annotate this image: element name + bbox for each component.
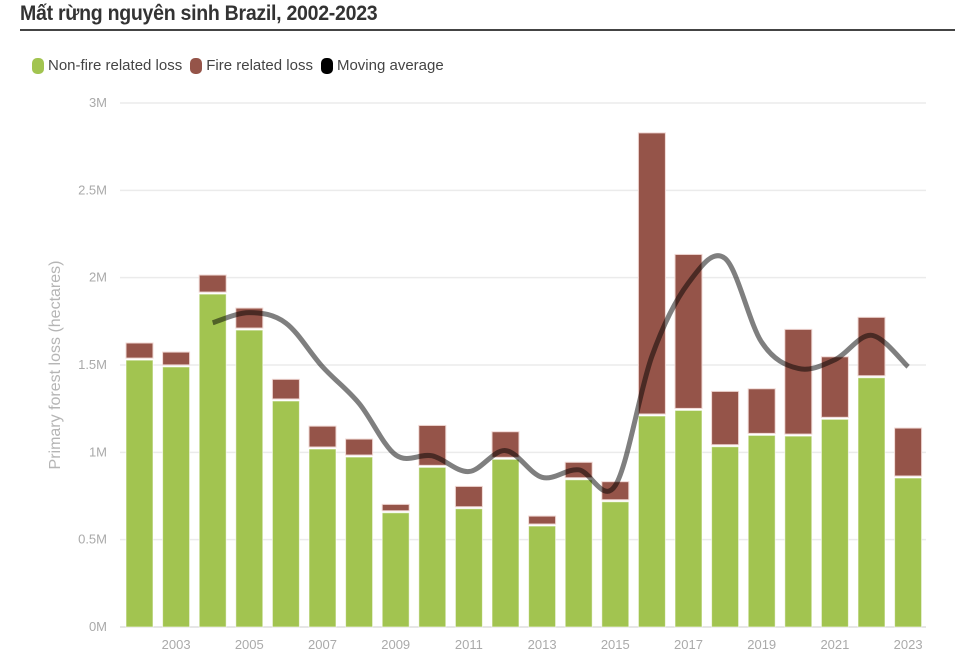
x-tick-label: 2007 (308, 637, 337, 652)
bar-nonfire[interactable] (747, 434, 776, 628)
y-tick-label: 1M (89, 444, 107, 459)
bar-nonfire[interactable] (528, 525, 557, 628)
bar-fire[interactable] (711, 390, 740, 446)
legend-label-fire: Fire related loss (206, 57, 313, 74)
bar-fire[interactable] (747, 388, 776, 434)
bar-nonfire[interactable] (674, 409, 703, 628)
bar-2009[interactable] (381, 503, 410, 628)
bar-nonfire[interactable] (271, 400, 300, 628)
bar-fire[interactable] (857, 316, 886, 377)
bar-nonfire[interactable] (198, 293, 227, 628)
bar-nonfire[interactable] (308, 448, 337, 628)
y-tick-label: 0.5M (78, 532, 107, 547)
legend-item-nonfire[interactable]: Non-fire related loss (32, 57, 182, 74)
bar-2003[interactable] (162, 351, 191, 628)
bar-nonfire[interactable] (345, 456, 374, 628)
bar-fire[interactable] (198, 274, 227, 293)
title-divider (20, 29, 955, 31)
bar-fire[interactable] (674, 253, 703, 409)
bar-fire[interactable] (345, 438, 374, 456)
bar-2013[interactable] (528, 515, 557, 628)
x-tick-label: 2005 (235, 637, 264, 652)
bar-2020[interactable] (784, 328, 813, 628)
bar-2014[interactable] (564, 461, 593, 628)
y-tick-label: 2M (89, 270, 107, 285)
bar-2021[interactable] (820, 356, 849, 628)
bar-2007[interactable] (308, 425, 337, 628)
legend: Non-fire related loss Fire related loss … (32, 57, 452, 74)
bar-fire[interactable] (125, 342, 154, 359)
y-tick-label: 2.5M (78, 182, 107, 197)
bar-2008[interactable] (345, 438, 374, 628)
bar-fire[interactable] (308, 425, 337, 448)
bar-2011[interactable] (454, 485, 483, 628)
bar-nonfire[interactable] (454, 508, 483, 628)
x-tick-label: 2003 (162, 637, 191, 652)
bars (125, 132, 923, 628)
x-tick-label: 2023 (894, 637, 923, 652)
legend-item-fire[interactable]: Fire related loss (190, 57, 313, 74)
bar-2015[interactable] (601, 481, 630, 628)
moving-average-layer (211, 253, 910, 494)
bar-2002[interactable] (125, 342, 154, 628)
bar-nonfire[interactable] (894, 477, 923, 628)
bar-nonfire[interactable] (637, 415, 666, 628)
bar-nonfire[interactable] (784, 435, 813, 628)
bar-2023[interactable] (894, 427, 923, 628)
x-tick-label: 2011 (455, 637, 483, 652)
bar-2019[interactable] (747, 388, 776, 628)
x-tick-label: 2013 (528, 637, 557, 652)
bar-fire[interactable] (381, 503, 410, 512)
bar-nonfire[interactable] (381, 512, 410, 628)
bar-fire[interactable] (820, 356, 849, 418)
bar-nonfire[interactable] (418, 466, 447, 628)
bar-fire[interactable] (528, 515, 557, 525)
chart-title: Mất rừng nguyên sinh Brazil, 2002-2023 (20, 2, 378, 25)
legend-label-nonfire: Non-fire related loss (48, 57, 183, 74)
bar-nonfire[interactable] (564, 479, 593, 628)
x-tick-label: 2021 (820, 637, 849, 652)
bar-nonfire[interactable] (601, 501, 630, 628)
y-tick-label: 0M (89, 619, 107, 634)
bar-nonfire[interactable] (857, 377, 886, 628)
x-tick-label: 2017 (674, 637, 703, 652)
x-tick-label: 2019 (747, 637, 776, 652)
bar-fire[interactable] (637, 132, 666, 415)
bar-2012[interactable] (491, 431, 520, 628)
bar-nonfire[interactable] (162, 366, 191, 628)
y-tick-label: 1.5M (78, 357, 107, 372)
y-axis-label: Primary forest loss (hectares) (47, 261, 64, 470)
bar-2006[interactable] (271, 378, 300, 628)
bar-nonfire[interactable] (235, 329, 264, 628)
bar-2018[interactable] (711, 390, 740, 628)
y-tick-label: 3M (89, 95, 107, 110)
legend-swatch-nonfire (32, 57, 44, 74)
bar-nonfire[interactable] (820, 418, 849, 628)
legend-item-moving-average[interactable]: Moving average (320, 57, 444, 74)
legend-label-moving-average: Moving average (336, 57, 444, 74)
x-tick-label: 2009 (381, 637, 410, 652)
bar-nonfire[interactable] (711, 446, 740, 628)
bar-2004[interactable] (198, 274, 227, 628)
bar-fire[interactable] (418, 424, 447, 466)
bar-2010[interactable] (418, 424, 447, 628)
bar-fire[interactable] (454, 485, 483, 508)
bar-2022[interactable] (857, 316, 886, 628)
moving-average-line[interactable] (211, 253, 910, 494)
legend-swatch-moving-average (320, 57, 333, 74)
bar-fire[interactable] (162, 351, 191, 366)
x-tick-label: 2015 (601, 637, 630, 652)
y-axis-ticks: 0M 0.5M 1M 1.5M 2M 2.5M 3M (78, 95, 107, 634)
bar-fire[interactable] (784, 328, 813, 435)
bar-nonfire[interactable] (125, 359, 154, 628)
x-axis-ticks: 2003 2005 2007 2009 2011 2013 2015 2017 2019 2021… (162, 637, 923, 652)
bar-2005[interactable] (235, 307, 264, 628)
legend-swatch-fire (190, 57, 203, 74)
bar-2017[interactable] (674, 253, 703, 628)
bar-nonfire[interactable] (491, 458, 520, 628)
bar-fire[interactable] (894, 427, 923, 477)
bar-2016[interactable] (637, 132, 666, 628)
bar-fire[interactable] (271, 378, 300, 400)
